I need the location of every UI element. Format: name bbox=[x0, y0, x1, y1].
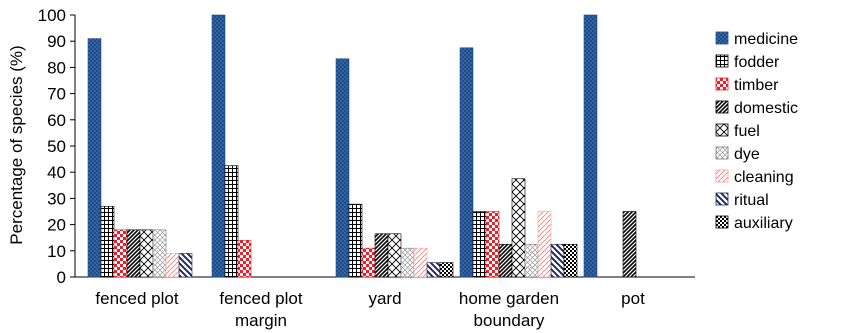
legend-label-cleaning: cleaning bbox=[734, 169, 794, 186]
legend-swatch-fuel bbox=[715, 123, 729, 137]
bar-auxiliary bbox=[563, 243, 578, 278]
legend-swatch-medicine bbox=[715, 31, 729, 45]
bar-fuel bbox=[511, 178, 526, 278]
bar-medicine bbox=[335, 58, 350, 278]
y-tick-label: 20 bbox=[47, 216, 66, 235]
bar-medicine bbox=[583, 14, 598, 278]
bar-ritual bbox=[426, 262, 441, 278]
legend-swatch-domestic bbox=[715, 100, 729, 114]
legend-swatch-timber bbox=[715, 77, 729, 91]
y-tick-label: 0 bbox=[57, 268, 66, 287]
legend-swatch-fodder bbox=[715, 54, 729, 68]
bar-fuel bbox=[139, 229, 154, 278]
legend-swatch-dye bbox=[715, 146, 729, 160]
bar-fodder bbox=[472, 211, 487, 278]
legend-label-auxiliary: auxiliary bbox=[734, 215, 793, 232]
x-category-label: fenced plot bbox=[219, 289, 302, 308]
bar-domestic bbox=[622, 211, 637, 278]
bar-cleaning bbox=[165, 253, 180, 278]
x-category-label: boundary bbox=[474, 311, 545, 330]
bar-cleaning bbox=[413, 247, 428, 278]
bar-ritual bbox=[178, 253, 193, 278]
bar-fuel bbox=[387, 233, 402, 278]
legend-label-fuel: fuel bbox=[734, 123, 760, 140]
y-tick-label: 100 bbox=[38, 6, 66, 25]
bar-dye bbox=[524, 243, 539, 278]
bar-fodder bbox=[100, 205, 115, 278]
bar-domestic bbox=[498, 243, 513, 278]
legend-label-fodder: fodder bbox=[734, 54, 780, 71]
x-category-label: pot bbox=[621, 289, 645, 308]
legend-label-timber: timber bbox=[734, 77, 779, 94]
legend-swatch-cleaning bbox=[715, 169, 729, 183]
y-tick-label: 10 bbox=[47, 242, 66, 261]
y-tick-label: 90 bbox=[47, 32, 66, 51]
y-tick-label: 60 bbox=[47, 111, 66, 130]
legend-label-domestic: domestic bbox=[734, 100, 798, 117]
bar-medicine bbox=[211, 14, 226, 278]
bar-dye bbox=[400, 247, 415, 278]
bar-auxiliary bbox=[439, 262, 454, 278]
bar-timber bbox=[113, 229, 128, 278]
bar-domestic bbox=[126, 229, 141, 278]
y-tick-label: 80 bbox=[47, 58, 66, 77]
y-tick-label: 30 bbox=[47, 189, 66, 208]
bar-timber bbox=[361, 247, 376, 278]
bar-medicine bbox=[459, 47, 474, 278]
bar-timber bbox=[237, 240, 252, 278]
legend-swatch-ritual bbox=[715, 192, 729, 206]
bar-domestic bbox=[374, 233, 389, 278]
y-tick-label: 50 bbox=[47, 137, 66, 156]
legend-label-dye: dye bbox=[734, 146, 760, 163]
x-category-label: home garden bbox=[459, 289, 559, 308]
y-axis-label: Percentage of species (%) bbox=[7, 45, 26, 244]
legend-swatch-auxiliary bbox=[715, 215, 729, 229]
bar-cleaning bbox=[537, 211, 552, 278]
x-category-label: yard bbox=[368, 289, 401, 308]
bar-medicine bbox=[87, 38, 102, 278]
x-category-label: margin bbox=[235, 311, 287, 330]
bar-ritual bbox=[550, 243, 565, 278]
y-tick-label: 70 bbox=[47, 85, 66, 104]
bar-fodder bbox=[224, 165, 239, 278]
bar-timber bbox=[485, 211, 500, 278]
bar-fodder bbox=[348, 203, 363, 278]
bar-dye bbox=[152, 229, 167, 278]
legend-label-ritual: ritual bbox=[734, 192, 769, 209]
x-category-label: fenced plot bbox=[95, 289, 178, 308]
y-tick-label: 40 bbox=[47, 163, 66, 182]
legend-label-medicine: medicine bbox=[734, 31, 798, 48]
